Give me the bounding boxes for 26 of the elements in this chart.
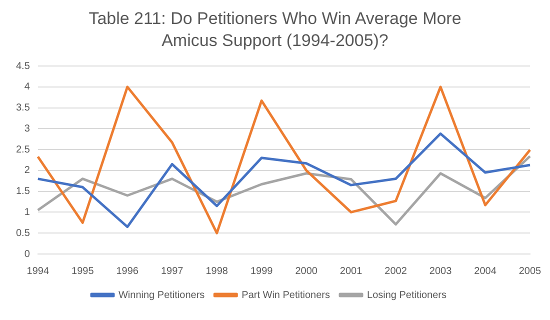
x-tick-label: 1999 [250,266,274,277]
x-tick-label: 2003 [429,266,452,277]
x-tick-label: 2000 [295,266,318,277]
x-tick-label: 1996 [116,266,139,277]
x-tick-label: 2001 [340,266,363,277]
y-tick-label: 2.5 [16,144,30,156]
x-tick-label: 1997 [160,266,184,277]
x-tick-label: 2004 [474,266,497,277]
x-tick-label: 2002 [384,266,408,277]
y-tick-label: 2 [24,165,30,176]
x-tick-label: 1998 [206,266,228,277]
y-tick-label: 3 [24,123,30,134]
y-tick-label: 4 [24,82,30,93]
x-tick-label: 2005 [518,266,542,277]
x-tick-label: 1995 [72,266,94,277]
y-tick-label: 0 [24,248,30,260]
y-tick-label: 1 [24,206,30,218]
legend-label: Part Win Petitioners [242,290,330,301]
y-tick-label: 4.5 [16,60,30,72]
x-tick-label: 1994 [26,266,50,277]
legend-label: Winning Petitioners [118,290,205,301]
y-tick-label: 3.5 [16,102,30,114]
y-tick-label: 0.5 [16,228,30,239]
chart-title: Table 211: Do Petitioners Who Win Average More Amicus Support (1994-2005)? [88,8,462,52]
y-tick-label: 1.5 [16,186,30,198]
legend-label: Losing Petitioners [367,290,447,301]
